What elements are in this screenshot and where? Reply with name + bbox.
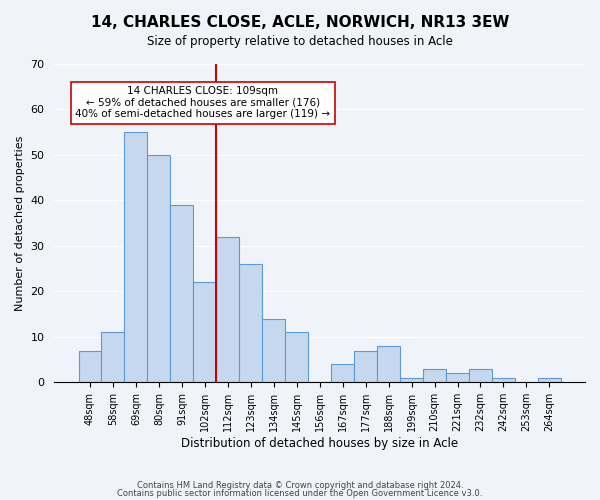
Bar — [239, 264, 262, 382]
Bar — [492, 378, 515, 382]
Y-axis label: Number of detached properties: Number of detached properties — [15, 136, 25, 311]
Bar — [469, 368, 492, 382]
Bar — [217, 237, 239, 382]
Bar — [423, 368, 446, 382]
Text: Size of property relative to detached houses in Acle: Size of property relative to detached ho… — [147, 35, 453, 48]
Bar — [79, 350, 101, 382]
Text: Contains public sector information licensed under the Open Government Licence v3: Contains public sector information licen… — [118, 488, 482, 498]
Bar — [377, 346, 400, 383]
Bar — [285, 332, 308, 382]
Bar — [331, 364, 354, 382]
Bar — [124, 132, 148, 382]
Bar — [538, 378, 561, 382]
Text: Contains HM Land Registry data © Crown copyright and database right 2024.: Contains HM Land Registry data © Crown c… — [137, 481, 463, 490]
Bar — [400, 378, 423, 382]
Text: 14 CHARLES CLOSE: 109sqm
← 59% of detached houses are smaller (176)
40% of semi-: 14 CHARLES CLOSE: 109sqm ← 59% of detach… — [76, 86, 331, 120]
Bar — [148, 155, 170, 382]
Bar — [101, 332, 124, 382]
Bar — [170, 205, 193, 382]
Bar — [262, 318, 285, 382]
X-axis label: Distribution of detached houses by size in Acle: Distribution of detached houses by size … — [181, 437, 458, 450]
Bar — [354, 350, 377, 382]
Bar — [193, 282, 217, 382]
Text: 14, CHARLES CLOSE, ACLE, NORWICH, NR13 3EW: 14, CHARLES CLOSE, ACLE, NORWICH, NR13 3… — [91, 15, 509, 30]
Bar — [446, 374, 469, 382]
